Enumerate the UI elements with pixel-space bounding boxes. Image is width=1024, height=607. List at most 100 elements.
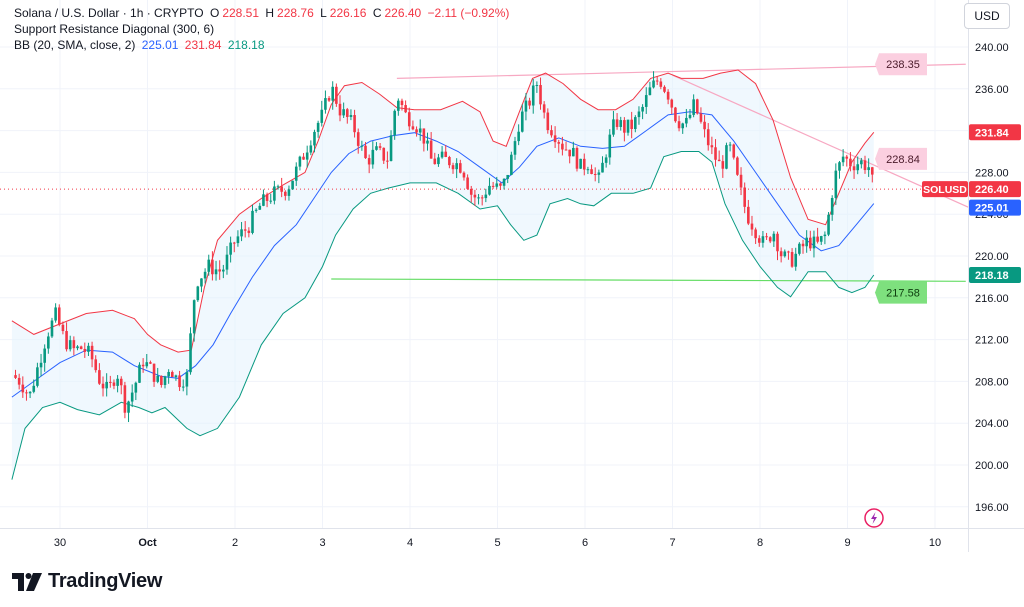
candle-body[interactable] <box>134 382 138 393</box>
candle-body[interactable] <box>473 194 477 198</box>
candle-body[interactable] <box>331 86 335 101</box>
candle-body[interactable] <box>185 372 189 387</box>
candle-body[interactable] <box>440 151 444 158</box>
candle-body[interactable] <box>561 143 564 150</box>
candle-body[interactable] <box>152 363 156 382</box>
candle-body[interactable] <box>823 234 827 237</box>
candle-body[interactable] <box>294 166 298 181</box>
candle-body[interactable] <box>90 345 94 360</box>
candle-body[interactable] <box>469 188 473 195</box>
candle-body[interactable] <box>856 164 860 171</box>
candle-body[interactable] <box>192 300 196 334</box>
candle-body[interactable] <box>214 269 218 275</box>
candle-body[interactable] <box>626 119 630 133</box>
candle-body[interactable] <box>298 156 302 167</box>
candle-body[interactable] <box>65 331 68 350</box>
candle-body[interactable] <box>455 163 458 170</box>
candle-body[interactable] <box>681 123 685 129</box>
candle-body[interactable] <box>130 392 134 402</box>
candle-body[interactable] <box>601 162 604 173</box>
candle-body[interactable] <box>273 186 276 201</box>
candle-body[interactable] <box>61 324 65 332</box>
candle-body[interactable] <box>156 375 160 382</box>
candle-body[interactable] <box>225 254 229 270</box>
candle-body[interactable] <box>324 98 327 110</box>
candle-body[interactable] <box>79 346 83 349</box>
candle-body[interactable] <box>685 117 688 124</box>
candle-body[interactable] <box>163 376 167 385</box>
flash-icon[interactable] <box>864 508 884 528</box>
candle-body[interactable] <box>141 364 145 367</box>
candle-body[interactable] <box>39 362 43 368</box>
candle-body[interactable] <box>448 156 451 166</box>
candle-body[interactable] <box>94 359 98 371</box>
candle-body[interactable] <box>459 163 462 173</box>
candle-body[interactable] <box>462 172 466 178</box>
candle-body[interactable] <box>309 145 313 153</box>
candle-body[interactable] <box>287 189 291 196</box>
candle-body[interactable] <box>619 120 623 127</box>
candle-body[interactable] <box>695 99 699 114</box>
candle-body[interactable] <box>203 271 207 279</box>
candle-body[interactable] <box>779 251 783 257</box>
candle-body[interactable] <box>790 252 794 267</box>
candle-body[interactable] <box>407 112 411 127</box>
candle-body[interactable] <box>36 367 39 386</box>
candle-body[interactable] <box>258 205 262 210</box>
candle-body[interactable] <box>801 243 805 247</box>
candle-body[interactable] <box>196 286 200 301</box>
candle-body[interactable] <box>637 111 641 118</box>
candle-body[interactable] <box>845 156 849 159</box>
candle-body[interactable] <box>488 185 491 195</box>
candle-body[interactable] <box>422 128 426 144</box>
candle-body[interactable] <box>236 236 240 244</box>
candle-body[interactable] <box>477 197 480 199</box>
candle-body[interactable] <box>393 110 396 136</box>
candle-body[interactable] <box>659 81 663 87</box>
candle-body[interactable] <box>444 151 448 157</box>
candle-body[interactable] <box>269 200 273 202</box>
bb-lower-line[interactable] <box>11 151 875 480</box>
candle-body[interactable] <box>50 320 54 337</box>
candle-body[interactable] <box>54 307 57 321</box>
candle-body[interactable] <box>87 345 90 352</box>
candle-body[interactable] <box>710 145 714 148</box>
candle-body[interactable] <box>353 115 356 133</box>
candle-body[interactable] <box>743 187 746 207</box>
candle-body[interactable] <box>768 237 772 242</box>
candle-body[interactable] <box>200 278 203 287</box>
candle-body[interactable] <box>860 160 863 165</box>
candle-body[interactable] <box>25 392 28 394</box>
currency-button[interactable]: USD <box>964 3 1010 29</box>
candle-body[interactable] <box>28 391 32 394</box>
candle-body[interactable] <box>174 375 178 378</box>
candle-body[interactable] <box>149 362 152 364</box>
candle-body[interactable] <box>608 134 612 158</box>
candle-body[interactable] <box>254 209 258 211</box>
candle-body[interactable] <box>787 251 790 253</box>
candle-body[interactable] <box>145 362 149 367</box>
candle-body[interactable] <box>510 154 513 175</box>
candle-body[interactable] <box>265 194 269 201</box>
candle-body[interactable] <box>557 142 561 144</box>
candle-body[interactable] <box>604 157 608 163</box>
candle-body[interactable] <box>623 120 626 133</box>
indicator-legend-srd[interactable]: Support Resistance Diagonal (300, 6) <box>14 22 217 37</box>
diagonal-resistance-line[interactable] <box>672 74 971 208</box>
candle-body[interactable] <box>170 371 174 378</box>
candle-body[interactable] <box>302 156 305 160</box>
candle-body[interactable] <box>575 147 579 169</box>
candle-body[interactable] <box>736 157 739 175</box>
candle-body[interactable] <box>776 233 779 252</box>
candle-body[interactable] <box>218 269 221 272</box>
candle-body[interactable] <box>542 104 546 113</box>
candle-body[interactable] <box>276 186 280 188</box>
candle-body[interactable] <box>699 113 703 122</box>
candle-body[interactable] <box>229 242 232 255</box>
candle-body[interactable] <box>284 191 287 196</box>
candle-body[interactable] <box>572 147 575 157</box>
candle-body[interactable] <box>491 185 495 187</box>
candle-body[interactable] <box>852 166 856 171</box>
candle-body[interactable] <box>546 112 550 131</box>
plot-area[interactable] <box>0 63 971 480</box>
